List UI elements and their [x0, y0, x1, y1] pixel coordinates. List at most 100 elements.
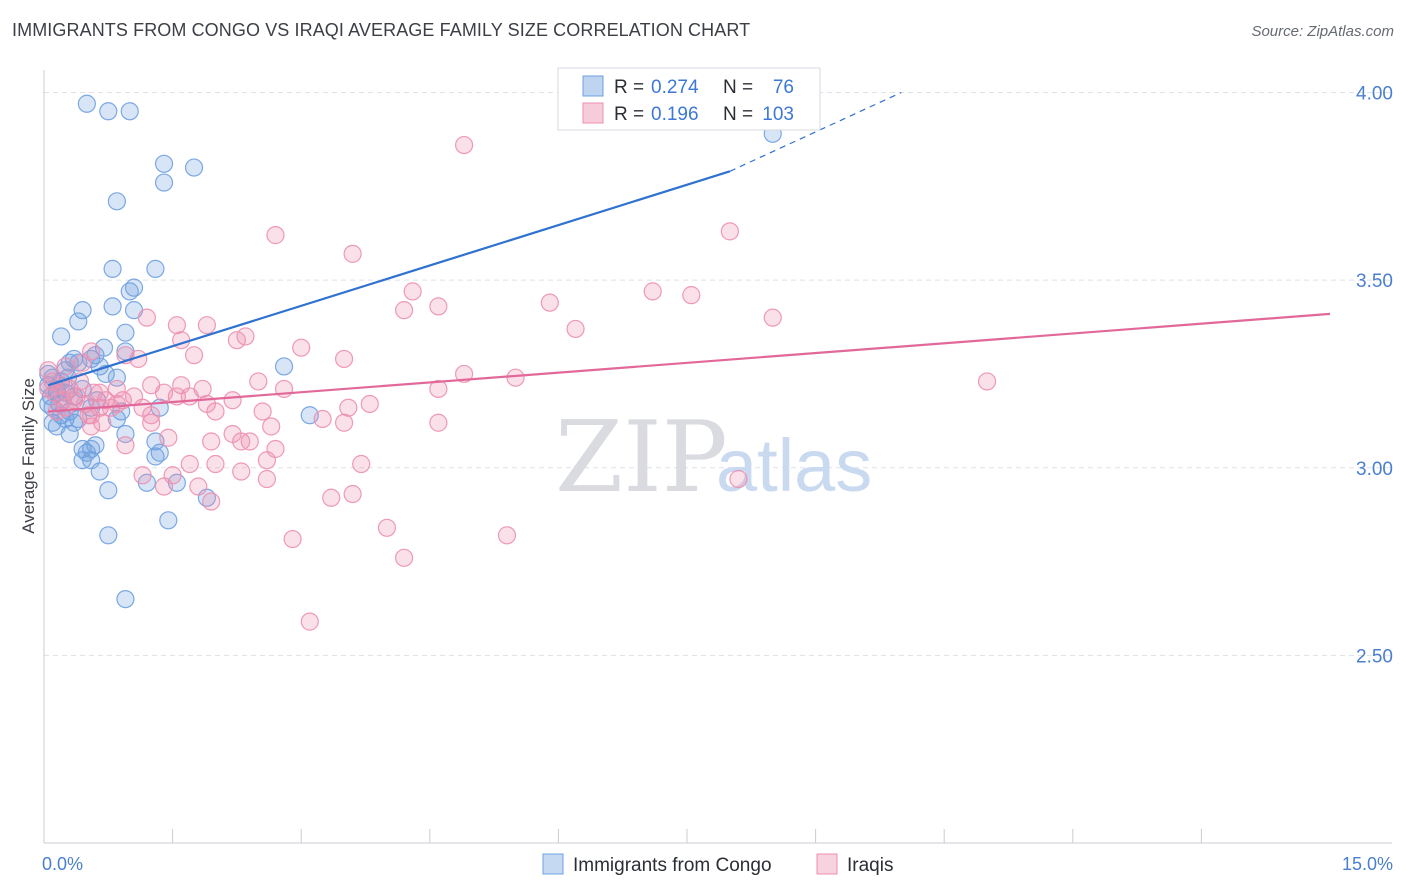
legend-series-swatch	[816, 853, 838, 875]
iraqi-point	[142, 413, 161, 432]
gridlines	[44, 92, 1392, 656]
iraqi-point	[540, 293, 559, 312]
iraqi-point	[566, 319, 585, 339]
iraqi-point	[249, 372, 268, 391]
iraqi-point	[197, 316, 216, 335]
congo-point	[69, 312, 88, 331]
congo-point	[154, 154, 174, 173]
iraqi-point	[322, 488, 341, 507]
iraqi-point	[720, 222, 739, 241]
iraqi-point	[643, 282, 662, 301]
iraqi-point	[206, 454, 225, 474]
iraqi-point	[300, 612, 319, 631]
iraqi-point	[236, 327, 255, 346]
iraqi-point	[257, 469, 277, 489]
congo-point	[77, 94, 96, 113]
iraqi-point	[90, 383, 109, 402]
axes: 2.50 3.00 3.50 4.00 0.0% 15.0%	[42, 70, 1393, 874]
congo-trend-extension	[729, 91, 902, 172]
iraqi-point	[73, 353, 92, 372]
chart-title: IMMIGRANTS FROM CONGO VS IRAQI AVERAGE F…	[12, 20, 751, 40]
iraqi-point	[202, 492, 221, 511]
legend-swatch	[582, 75, 604, 97]
iraqi-point	[189, 477, 208, 496]
congo-point	[52, 327, 71, 346]
iraqi-point	[133, 398, 152, 417]
iraqi-point	[180, 454, 199, 474]
iraqi-point	[184, 346, 204, 365]
iraqi-point	[266, 226, 285, 245]
congo-point	[73, 301, 92, 320]
iraqi-trend-line	[48, 312, 1331, 413]
iraqi-point	[977, 372, 997, 391]
iraqi-point	[60, 379, 79, 399]
iraqi-point	[343, 244, 362, 263]
legend-r-label: R =	[614, 104, 644, 125]
legend-n-label: N =	[723, 77, 753, 98]
iraqi-point	[394, 301, 414, 320]
y-tick-label: 3.00	[1356, 459, 1393, 480]
iraqi-point	[497, 526, 517, 545]
congo-point	[124, 278, 144, 297]
congo-point	[159, 511, 178, 530]
legend-series: Immigrants from Congo Iraqis	[542, 853, 893, 876]
iraqi-point	[429, 379, 448, 399]
congo-point	[120, 102, 139, 121]
iraqi-point	[429, 297, 448, 316]
congo-trend-line	[47, 170, 731, 387]
iraqi-point	[429, 413, 448, 432]
congo-point	[274, 357, 294, 376]
congo-point	[184, 158, 204, 177]
chart-source: Source: ZipAtlas.com	[1251, 23, 1394, 40]
iraqi-point	[53, 391, 72, 410]
congo-point	[146, 259, 165, 278]
legend-series-swatch	[542, 853, 564, 875]
iraqi-point	[223, 391, 242, 410]
congo-point	[64, 413, 84, 432]
iraqi-point	[159, 428, 178, 447]
y-tick-label: 2.50	[1356, 646, 1393, 667]
congo-point	[90, 462, 109, 481]
legend-n-label: N =	[723, 104, 753, 125]
trend-lines	[47, 91, 1331, 413]
congo-point	[99, 481, 118, 500]
iraqi-point	[729, 469, 748, 489]
legend-series-label: Immigrants from Congo	[573, 855, 772, 876]
watermark-atlas: atlas	[716, 424, 872, 507]
x-tick-label: 15.0%	[1342, 854, 1393, 874]
legend-stats: R = 0.274 N = 76 R = 0.196 N = 103	[557, 67, 821, 131]
congo-point	[146, 447, 165, 466]
iraqi-point	[343, 484, 362, 504]
iraqi-point	[240, 432, 259, 451]
iraqi-point	[39, 361, 58, 380]
iraqi-point	[360, 394, 379, 414]
legend-n-value: 76	[773, 77, 794, 98]
iraqi-point	[262, 417, 281, 436]
congo-point	[103, 297, 122, 316]
iraqi-point	[454, 364, 474, 384]
iraqi-point	[283, 529, 302, 549]
iraqi-point	[154, 477, 174, 496]
iraqi-point	[352, 454, 371, 474]
y-axis-title: Average Family Size	[19, 378, 38, 534]
legend-series-label: Iraqis	[847, 855, 893, 876]
y-tick-label: 4.00	[1356, 84, 1393, 105]
iraqi-point	[682, 286, 701, 305]
x-tick-label: 0.0%	[42, 854, 83, 874]
iraqi-point	[232, 462, 251, 481]
iraqi-point	[292, 338, 311, 357]
iraqi-point	[506, 368, 525, 387]
iraqi-point	[116, 436, 135, 455]
congo-point	[107, 192, 126, 211]
congo-point	[99, 102, 118, 121]
congo-point	[47, 417, 66, 436]
congo-point	[58, 368, 78, 387]
iraqi-point	[202, 432, 221, 451]
legend-stats-box	[557, 67, 821, 131]
legend-r-value: 0.196	[651, 104, 699, 125]
iraqi-point	[334, 413, 354, 432]
iraqi-point	[107, 379, 126, 399]
iraqi-point	[454, 135, 474, 155]
iraqi-point	[394, 548, 414, 567]
